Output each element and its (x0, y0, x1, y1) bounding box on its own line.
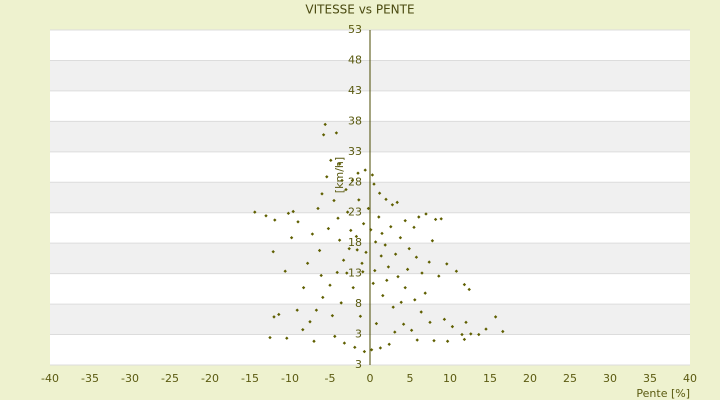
y-tick-label: 48 (348, 53, 362, 66)
point (417, 215, 421, 219)
x-tick-label: 35 (643, 372, 657, 385)
y-tick-label: 3 (355, 328, 362, 341)
x-tick-label: 20 (523, 372, 537, 385)
y-tick-label: 23 (348, 206, 362, 219)
y-tick-label: 18 (348, 236, 362, 249)
x-axis-label: Pente [%] (636, 387, 690, 400)
point (377, 215, 381, 219)
y-tick-label: 33 (348, 145, 362, 158)
point (354, 234, 359, 239)
x-tick-label: -5 (325, 372, 336, 385)
y-tick-label: 3 (355, 358, 362, 371)
point (329, 158, 333, 163)
x-tick-label: -25 (161, 372, 179, 385)
x-tick-label: 25 (563, 372, 577, 385)
point (366, 206, 371, 211)
point (398, 236, 403, 240)
y-tick-label: 53 (348, 23, 362, 36)
point (273, 218, 277, 222)
x-tick-label: -40 (41, 372, 59, 385)
x-tick-label: -15 (241, 372, 259, 385)
point (350, 178, 355, 183)
point (357, 198, 361, 202)
point (390, 203, 395, 207)
x-tick-label: 0 (367, 372, 374, 385)
y-tick-label: 43 (348, 84, 362, 97)
x-tick-label: -20 (201, 372, 219, 385)
point (389, 225, 393, 229)
point (323, 122, 327, 127)
point (253, 210, 257, 214)
x-tick-label: -35 (81, 372, 99, 385)
x-tick-label: 40 (683, 372, 697, 385)
y-tick-label: 13 (348, 267, 362, 280)
point (370, 173, 375, 177)
point (326, 226, 331, 231)
y-tick-label: 38 (348, 114, 362, 127)
point (286, 211, 291, 216)
point (349, 228, 353, 233)
x-tick-label: 5 (407, 372, 414, 385)
point (430, 239, 435, 243)
point (369, 228, 373, 232)
point (310, 232, 315, 236)
y-axis-label: [km/h] (333, 157, 346, 193)
x-tick-label: 15 (483, 372, 497, 385)
y-tick-label: 28 (348, 175, 362, 188)
chart-title: VITESSE vs PENTE (305, 3, 414, 17)
point (325, 175, 329, 179)
point (334, 131, 339, 135)
y-tick-label: 8 (355, 297, 362, 310)
x-tick-label: 10 (443, 372, 457, 385)
x-tick-label: -30 (121, 372, 139, 385)
x-tick-label: -10 (281, 372, 299, 385)
x-tick-label: 30 (603, 372, 617, 385)
